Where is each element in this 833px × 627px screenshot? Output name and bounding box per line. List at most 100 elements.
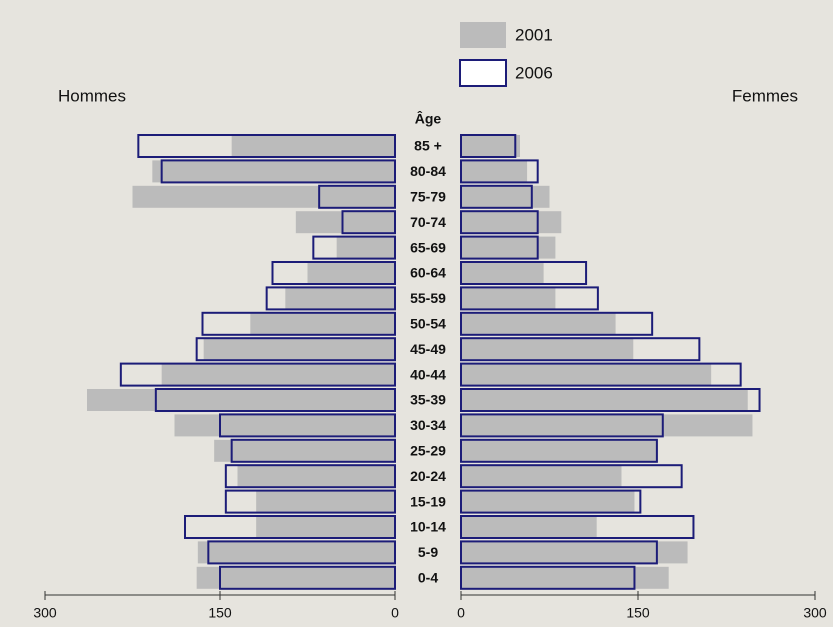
legend-swatch bbox=[459, 59, 507, 87]
bar-outline bbox=[201, 311, 396, 336]
bar bbox=[174, 414, 395, 437]
bar-outline bbox=[460, 413, 664, 438]
side-label: Hommes bbox=[58, 86, 126, 105]
bar bbox=[132, 185, 395, 208]
category-label: 20-24 bbox=[410, 468, 446, 484]
bar bbox=[461, 211, 562, 234]
bar bbox=[256, 490, 395, 513]
category-label: 40-44 bbox=[410, 366, 446, 382]
bar-outline bbox=[460, 438, 658, 463]
bar bbox=[203, 338, 395, 361]
bar-outline bbox=[460, 565, 636, 590]
bar bbox=[461, 363, 712, 386]
category-label: 25-29 bbox=[410, 443, 446, 459]
bar bbox=[461, 516, 597, 538]
bar bbox=[461, 389, 748, 411]
category-label: 45-49 bbox=[410, 341, 446, 357]
bar bbox=[196, 566, 395, 589]
bar-outline bbox=[137, 134, 396, 158]
bar bbox=[256, 516, 395, 538]
bar-outline bbox=[460, 235, 539, 260]
bar bbox=[87, 389, 395, 411]
bar-outline bbox=[460, 540, 658, 565]
bar bbox=[461, 312, 616, 335]
category-label: 60-64 bbox=[410, 265, 446, 281]
legend-swatch bbox=[460, 22, 506, 48]
category-label: 85 + bbox=[414, 138, 442, 154]
bar bbox=[461, 135, 520, 157]
bar bbox=[461, 338, 634, 361]
bar bbox=[161, 363, 395, 386]
bar-outline bbox=[460, 388, 761, 412]
category-label: 35-39 bbox=[410, 392, 446, 408]
bar bbox=[237, 465, 395, 488]
category-label: 30-34 bbox=[410, 417, 446, 433]
legend-label: 2006 bbox=[515, 63, 553, 82]
bar-outline bbox=[224, 489, 396, 514]
bar-outline bbox=[160, 159, 396, 184]
category-label: 70-74 bbox=[410, 214, 446, 230]
bar bbox=[307, 262, 395, 284]
bar-outline bbox=[460, 286, 599, 311]
bar bbox=[336, 236, 395, 259]
bar bbox=[285, 287, 395, 310]
bar-outline bbox=[318, 184, 396, 209]
bar-outline bbox=[460, 515, 695, 539]
category-label: 80-84 bbox=[410, 163, 446, 179]
bar bbox=[295, 211, 395, 234]
bar-outline bbox=[195, 337, 396, 362]
category-label: 50-54 bbox=[410, 316, 446, 332]
bar-outline bbox=[230, 438, 396, 463]
bar-outline bbox=[460, 184, 533, 209]
bar-outline bbox=[219, 565, 396, 590]
x-tick-label: 150 bbox=[626, 605, 650, 621]
bar bbox=[152, 160, 395, 183]
category-label: 0-4 bbox=[418, 570, 438, 586]
bar-outline bbox=[207, 540, 396, 565]
bar-outline bbox=[460, 311, 654, 336]
bar-outline bbox=[341, 210, 396, 235]
bar-outline bbox=[224, 464, 396, 489]
bar-outline bbox=[460, 210, 539, 235]
bar-outline bbox=[460, 464, 683, 489]
category-axis-title: Âge bbox=[415, 110, 442, 127]
x-tick-label: 0 bbox=[457, 605, 465, 621]
bar bbox=[461, 287, 556, 310]
legend-label: 2001 bbox=[515, 25, 553, 44]
bar-outline bbox=[271, 261, 396, 285]
bar-outline bbox=[154, 388, 396, 412]
x-tick-label: 0 bbox=[391, 605, 399, 621]
bar bbox=[461, 465, 622, 488]
bar bbox=[250, 312, 395, 335]
bar-outline bbox=[312, 235, 397, 260]
bar-outline bbox=[460, 159, 539, 184]
bar-outline bbox=[119, 362, 396, 387]
bar bbox=[461, 566, 669, 589]
bar bbox=[461, 160, 528, 183]
category-label: 5-9 bbox=[418, 544, 438, 560]
bar bbox=[461, 185, 550, 208]
bar-outline bbox=[460, 489, 642, 514]
x-tick-label: 150 bbox=[208, 605, 232, 621]
category-label: 65-69 bbox=[410, 239, 446, 255]
bar-outline bbox=[460, 337, 701, 362]
bar-outline bbox=[460, 261, 588, 285]
bar-outline bbox=[219, 413, 396, 438]
category-label: 10-14 bbox=[410, 519, 446, 535]
category-label: 15-19 bbox=[410, 493, 446, 509]
bar-outline bbox=[184, 515, 396, 539]
bar-outline bbox=[265, 286, 396, 311]
bar-outline bbox=[460, 134, 517, 158]
bar bbox=[231, 135, 395, 157]
bar bbox=[461, 439, 659, 462]
bar bbox=[461, 262, 544, 284]
bar-outline bbox=[460, 362, 742, 387]
bar bbox=[214, 439, 395, 462]
category-label: 55-59 bbox=[410, 290, 446, 306]
bar bbox=[461, 541, 688, 564]
bar bbox=[461, 236, 556, 259]
x-tick-label: 300 bbox=[33, 605, 57, 621]
bar bbox=[461, 414, 753, 437]
x-tick-label: 300 bbox=[803, 605, 827, 621]
